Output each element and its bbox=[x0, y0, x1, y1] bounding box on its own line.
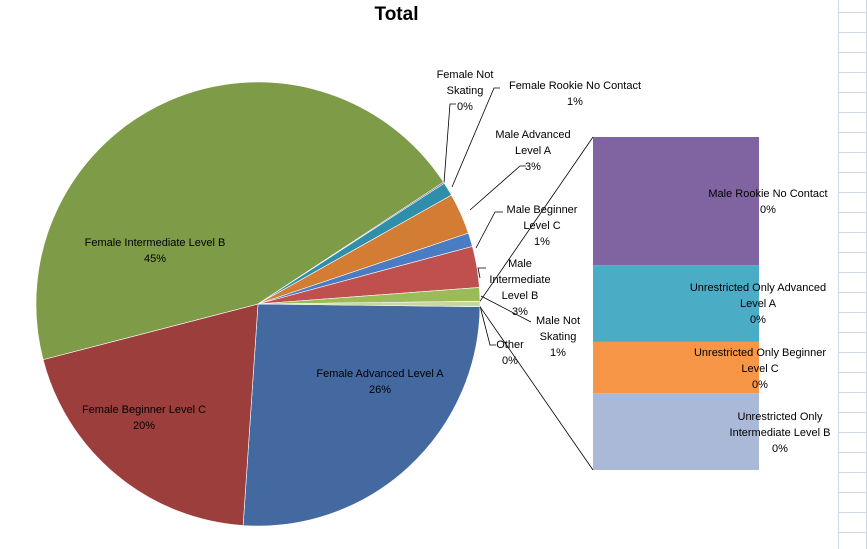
pie-slice bbox=[242, 303, 481, 527]
data-label: Female Intermediate Level B 45% bbox=[60, 235, 250, 267]
data-label: Unrestricted Only Advanced Level A 0% bbox=[678, 280, 838, 328]
bar-segment bbox=[593, 341, 759, 394]
label-category: Female Intermediate Level B bbox=[84, 237, 226, 249]
connector-line bbox=[479, 136, 594, 302]
pie-slice bbox=[257, 300, 481, 308]
label-category: Unrestricted Only Intermediate Level B bbox=[729, 411, 831, 439]
label-value: 3% bbox=[525, 161, 541, 173]
connector-line bbox=[479, 306, 594, 471]
bar-segment bbox=[593, 265, 759, 342]
label-category: Other bbox=[496, 339, 524, 351]
label-category: Female Rookie No Contact bbox=[508, 80, 642, 92]
label-value: 1% bbox=[534, 236, 550, 248]
label-category: Female Not Skating bbox=[436, 69, 494, 97]
label-value: 26% bbox=[368, 384, 392, 396]
label-value: 0% bbox=[760, 204, 776, 216]
label-value: 0% bbox=[752, 379, 768, 391]
label-category: Female Advanced Level A bbox=[316, 368, 444, 380]
label-value: 45% bbox=[143, 253, 167, 265]
data-label: Male Beginner Level C 1% bbox=[500, 202, 585, 250]
data-label: Female Beginner Level C 20% bbox=[64, 402, 224, 434]
data-label: Unrestricted Only Intermediate Level B 0% bbox=[720, 409, 840, 457]
label-value: 0% bbox=[502, 355, 518, 367]
data-label: Female Not Skating 0% bbox=[430, 67, 500, 115]
label-category: Male Advanced Level A bbox=[495, 129, 571, 157]
label-category: Male Rookie No Contact bbox=[708, 188, 828, 200]
leader-lines bbox=[443, 87, 532, 346]
data-label: Male Advanced Level A 3% bbox=[488, 127, 578, 175]
label-value: 1% bbox=[550, 347, 566, 359]
label-category: Female Beginner Level C bbox=[81, 404, 207, 416]
data-label: Male Rookie No Contact 0% bbox=[693, 186, 843, 218]
label-category: Male Not Skating bbox=[535, 315, 581, 343]
pie-slice bbox=[35, 81, 444, 360]
sheet-grid bbox=[838, 0, 867, 549]
pie-slice bbox=[42, 303, 259, 526]
label-category: Male Beginner Level C bbox=[506, 204, 578, 232]
label-value: 1% bbox=[567, 96, 583, 108]
label-value: 20% bbox=[132, 420, 156, 432]
data-label: Male Intermediate Level B 3% bbox=[481, 256, 559, 320]
label-value: 0% bbox=[772, 443, 788, 455]
data-label: Female Advanced Level A 26% bbox=[290, 366, 470, 398]
data-label: Other 0% bbox=[490, 337, 530, 369]
label-category: Male Intermediate Level B bbox=[489, 258, 551, 302]
sheet-rows bbox=[838, 12, 867, 533]
label-value: 0% bbox=[457, 101, 473, 113]
label-value: 0% bbox=[750, 314, 766, 326]
chart-title: Total bbox=[374, 4, 419, 25]
label-value: 3% bbox=[512, 306, 528, 318]
data-label: Male Not Skating 1% bbox=[528, 313, 588, 361]
label-category: Unrestricted Only Beginner Level C bbox=[693, 347, 827, 375]
data-label: Unrestricted Only Beginner Level C 0% bbox=[685, 345, 835, 393]
data-label: Female Rookie No Contact 1% bbox=[495, 78, 655, 110]
bar-segment bbox=[593, 137, 759, 266]
label-category: Unrestricted Only Advanced Level A bbox=[689, 282, 827, 310]
bar-segment bbox=[593, 393, 759, 470]
